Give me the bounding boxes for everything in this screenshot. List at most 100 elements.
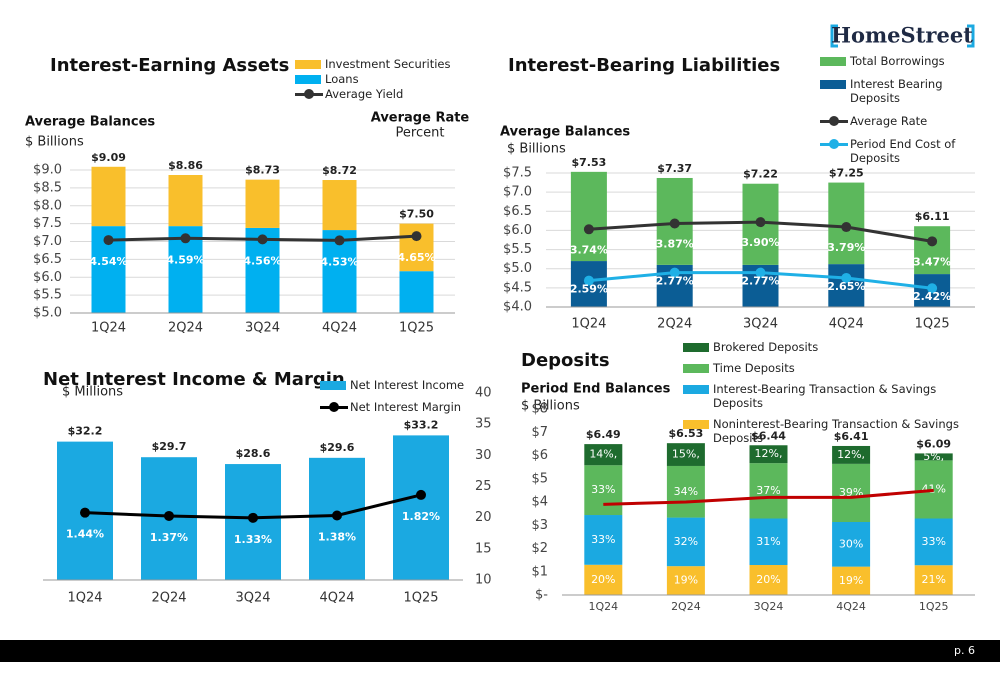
line-point <box>416 489 426 500</box>
y-tick-label: $7.5 <box>503 166 532 181</box>
segment-label: 19% <box>839 574 863 587</box>
bar-segment <box>914 460 953 519</box>
legend-item: Noninterest-Bearing Transaction & Saving… <box>683 417 973 445</box>
line-point <box>248 512 258 523</box>
x-tick-label: 1Q25 <box>915 317 950 332</box>
line-point <box>927 283 938 294</box>
total-label: $6.09 <box>916 437 951 450</box>
x-tick-label: 4Q24 <box>836 600 866 613</box>
y-tick-label: $6 <box>531 448 548 463</box>
bar-segment <box>914 518 953 566</box>
legend-swatch <box>820 80 846 89</box>
legend-label: Loans <box>325 72 359 86</box>
segment-label: 21% <box>921 573 945 586</box>
bar-segment <box>322 180 357 231</box>
line-point <box>669 267 680 278</box>
segment-label: 12%, <box>837 448 865 461</box>
legend: Total Borrowings Interest Bearing Deposit… <box>820 54 975 165</box>
y-tick-label: $5.5 <box>33 288 62 303</box>
segment-label: 15%, <box>672 448 700 461</box>
segment-label: 33% <box>591 533 615 546</box>
legend-label: Noninterest-Bearing Transaction & Saving… <box>713 417 959 445</box>
y-tick-label: $9.0 <box>33 163 62 178</box>
line-value-label: 3.79% <box>827 241 865 254</box>
line-value-label: 4.65% <box>397 251 435 264</box>
bar-segment <box>91 166 126 227</box>
line-point <box>103 235 114 246</box>
x-tick-label: 1Q24 <box>571 317 606 332</box>
line-value-label: 1.82% <box>402 510 440 523</box>
y-tick-label: $8.0 <box>33 198 62 213</box>
segment-label: 20% <box>591 573 615 586</box>
legend-marker <box>820 77 848 91</box>
legend-swatch <box>683 385 709 394</box>
logo-bracket <box>830 24 838 48</box>
line-value-label: 1.44% <box>66 528 104 541</box>
total-label: $8.72 <box>322 164 357 177</box>
line-value-label: 3.87% <box>656 237 694 250</box>
x-tick-label: 3Q24 <box>743 317 778 332</box>
segment-label: 37% <box>756 484 780 497</box>
title: Interest-Bearing Liabilities <box>508 55 780 76</box>
total-label: $8.86 <box>168 159 203 172</box>
line-point <box>927 236 938 247</box>
bar-segment <box>749 445 788 464</box>
total-label: $7.53 <box>572 156 607 169</box>
total-label: $7.22 <box>743 168 778 181</box>
y-unit: $ Billions <box>25 135 84 150</box>
legend-item: Brokered Deposits <box>683 340 973 354</box>
segment-label: 14%, <box>589 448 617 461</box>
total-label: $6.11 <box>915 210 950 223</box>
y-tick-label: $8.5 <box>33 180 62 195</box>
legend-item: Net Interest Margin <box>320 400 465 414</box>
legend-marker <box>683 340 711 354</box>
line-value-label: 1.38% <box>318 530 356 543</box>
line-value-label: 4.59% <box>166 253 204 266</box>
y-tick-label: 20 <box>475 510 492 525</box>
line-value-label: 2.77% <box>741 275 779 288</box>
logo-text: HomeStreet <box>831 23 973 48</box>
bar-segment <box>666 566 705 595</box>
y-title: Average Balances <box>25 115 155 130</box>
legend-dot <box>329 402 339 412</box>
bar-segment <box>393 435 449 580</box>
line-value-label: 2.59% <box>570 283 608 296</box>
bar-segment <box>832 521 871 567</box>
bar-segment <box>666 465 705 518</box>
legend-dot <box>304 89 314 99</box>
y-tick-label: $5.5 <box>503 242 532 257</box>
footer-bar <box>0 640 1000 662</box>
x-tick-label: 1Q24 <box>91 321 126 336</box>
legend-item: Interest-Bearing Transaction & Savings D… <box>683 382 973 410</box>
line-value-label: 4.53% <box>320 255 358 268</box>
y2-title: Average Rate <box>371 111 470 126</box>
legend-label: Total Borrowings <box>850 54 945 68</box>
legend-swatch <box>295 75 321 84</box>
line-point <box>411 231 422 242</box>
line-point <box>583 224 594 235</box>
legend-label: Time Deposits <box>713 361 795 375</box>
y-tick-label: $4.0 <box>503 300 532 315</box>
y-tick-label: $3 <box>531 518 548 533</box>
legend-label: Period End Cost of Deposits <box>850 137 956 165</box>
bar-value-label: $29.7 <box>152 440 187 453</box>
y-tick-label: 15 <box>475 541 492 556</box>
legend-label: Interest-Bearing Transaction & Savings D… <box>713 382 937 410</box>
y-tick-label: $4 <box>531 495 548 510</box>
total-label: $6.49 <box>586 428 621 441</box>
segment-label: 33% <box>591 483 615 496</box>
y-title: Average Balances <box>500 125 630 140</box>
legend-item: Average Rate <box>820 114 975 128</box>
legend-label: Interest Bearing Deposits <box>850 77 943 105</box>
y2-unit: Percent <box>396 126 445 141</box>
legend-swatch <box>820 57 846 66</box>
line-point <box>583 275 594 286</box>
legend-label: Average Rate <box>850 114 928 128</box>
y-tick-label: $5.0 <box>503 261 532 276</box>
bar-segment <box>749 518 788 566</box>
line-point <box>755 267 766 278</box>
x-tick-label: 4Q24 <box>322 321 357 336</box>
bar-segment <box>749 565 788 595</box>
legend-dot <box>829 116 839 126</box>
